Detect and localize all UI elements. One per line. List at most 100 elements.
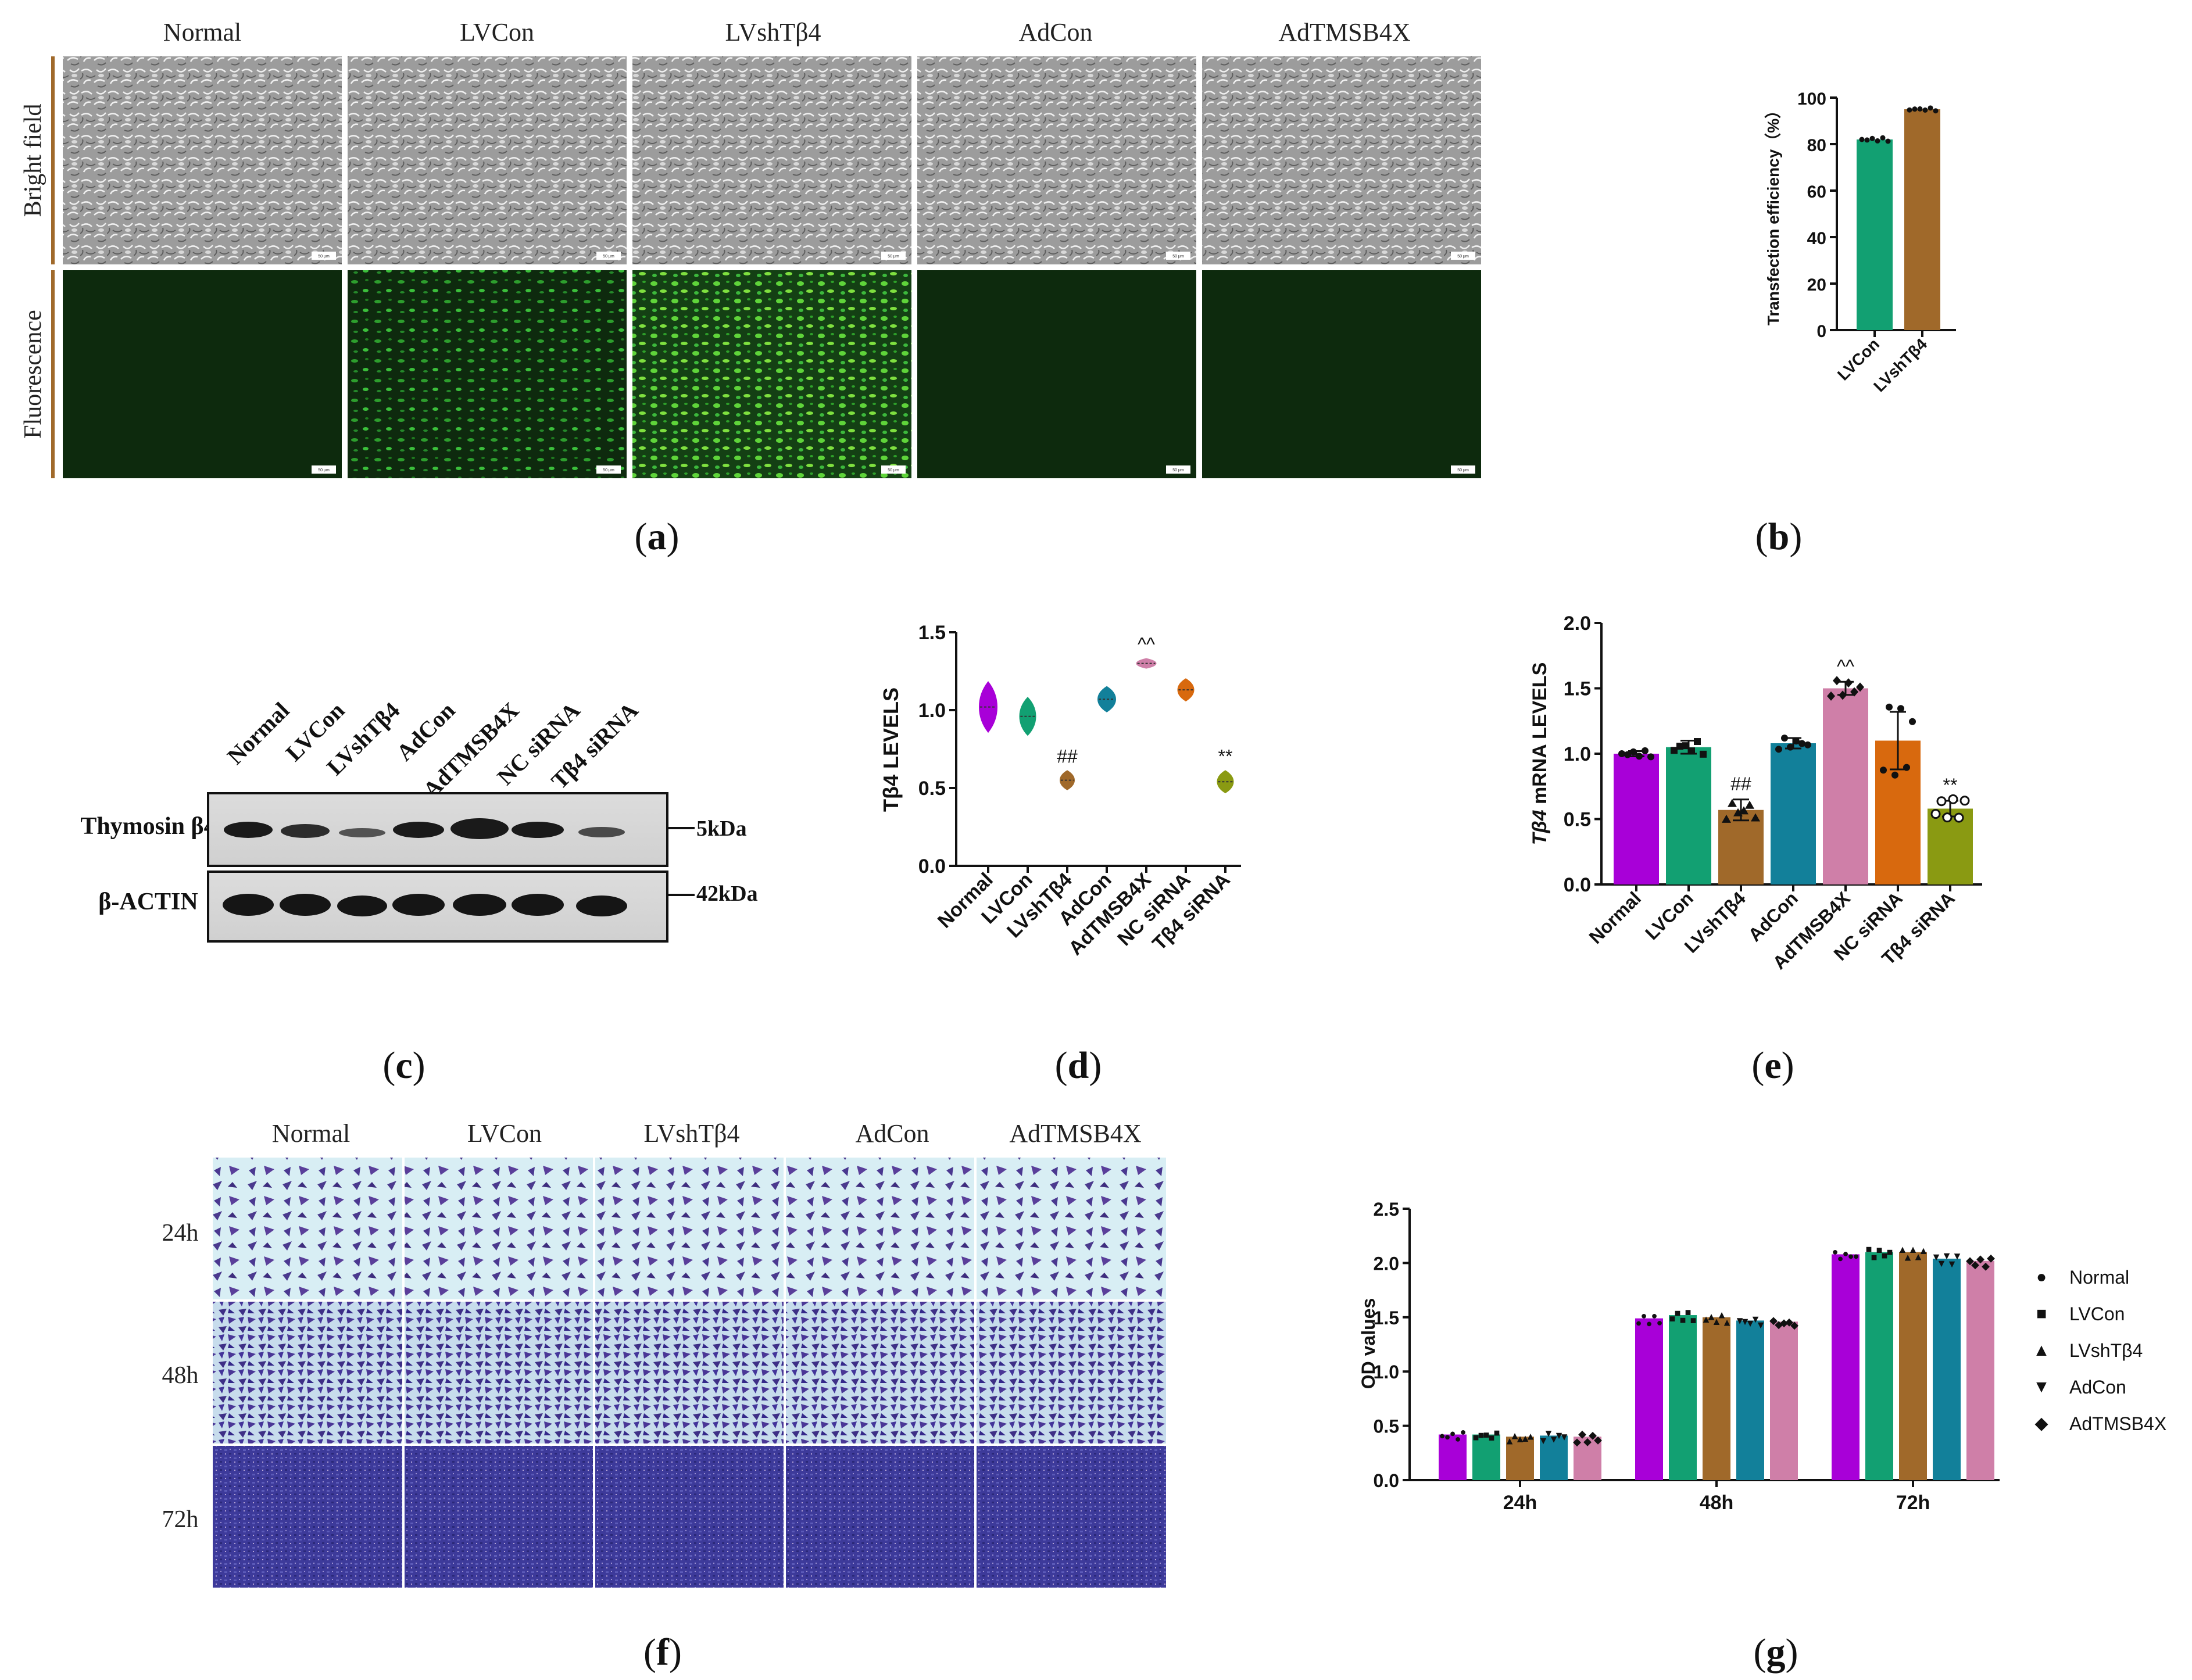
y-tick-label: 40	[1807, 229, 1826, 248]
row-label-bright-field: Bright field	[20, 104, 47, 217]
panel-f-column-headers: Normal LVCon LVshTβ4 AdCon AdTMSB4X	[272, 1119, 1142, 1148]
legend-label: AdTMSB4X	[2069, 1413, 2166, 1434]
data-point	[1624, 751, 1631, 758]
panel-g-letter: g	[1767, 1631, 1786, 1674]
bright-field-image-normal	[63, 56, 342, 264]
panel-e-caption: (e)	[1751, 1044, 1794, 1087]
panel-a-column-headers: Normal LVCon LVshTβ4 AdCon AdTMSB4X	[163, 18, 1411, 46]
panel-f-col-lvcon: LVCon	[467, 1119, 542, 1148]
data-point	[1636, 753, 1643, 760]
panel-a-letter: a	[648, 515, 667, 558]
data-point: ■	[1675, 1308, 1681, 1319]
data-point: ●	[1444, 1431, 1451, 1443]
scale-bar-label: 50 μm	[603, 255, 614, 259]
data-point: ◆	[1987, 1252, 1995, 1264]
violin-nc-sirna	[1177, 678, 1195, 702]
data-point	[1793, 737, 1800, 745]
significance-label: **	[1943, 775, 1958, 796]
panel-f-row-labels: 24h 48h 72h	[162, 1220, 199, 1533]
data-point: ■	[1871, 1251, 1878, 1263]
data-point: ▼	[1947, 1258, 1957, 1270]
band	[337, 895, 387, 916]
data-point: ▲	[1510, 1430, 1520, 1442]
y-tick-label: 0.0	[1374, 1470, 1399, 1491]
band	[453, 894, 506, 916]
y-axis-title: Transfection efficiency（%）	[1764, 102, 1782, 325]
band	[512, 894, 564, 916]
data-point: ■	[1876, 1244, 1883, 1256]
data-point: ▼	[1750, 1313, 1761, 1325]
data-point	[1775, 746, 1782, 753]
bar-adtmsb4x-24h	[1574, 1437, 1601, 1480]
data-point: ▲	[1918, 1245, 1929, 1256]
data-point: ▲	[1515, 1433, 1525, 1445]
data-point	[1930, 809, 1941, 819]
scale-bar-label: 50 μm	[318, 468, 330, 472]
data-point: ▼	[1931, 1251, 1941, 1263]
band	[224, 822, 273, 838]
x-tick-label: Normal	[1585, 887, 1645, 947]
data-point	[1804, 741, 1811, 748]
y-tick-label: 1.0	[918, 700, 946, 722]
significance-label: ##	[1730, 773, 1751, 794]
data-point: ▲	[1701, 1313, 1711, 1325]
panel-e-letter: e	[1764, 1044, 1781, 1087]
data-point	[1700, 750, 1707, 758]
data-point: ●	[1646, 1318, 1653, 1330]
panel-d-letter: d	[1068, 1044, 1089, 1087]
data-point: ◆	[1578, 1428, 1586, 1439]
data-point: ◆	[1589, 1429, 1597, 1441]
panel-c-caption: (c)	[382, 1044, 425, 1087]
data-point	[1909, 718, 1916, 725]
data-point	[1869, 135, 1875, 141]
data-point: ■	[1680, 1314, 1686, 1326]
legend-marker: ▼	[2033, 1377, 2050, 1396]
legend-marker: ■	[2036, 1304, 2047, 1323]
x-tick-label: LVshTβ4	[1870, 335, 1930, 395]
data-point: ▼	[1745, 1317, 1755, 1329]
data-point: ▼	[1554, 1430, 1564, 1441]
band	[393, 822, 444, 838]
data-point	[1928, 105, 1933, 111]
x-tick-label: 24h	[1503, 1492, 1537, 1514]
scale-bar-label: 50 μm	[1457, 255, 1469, 259]
data-point: ■	[1690, 1314, 1697, 1326]
blot-row-label-thymosin: Thymosin β4	[80, 813, 216, 840]
y-axis-title: OD values	[1358, 1298, 1379, 1389]
panel-b-caption: (b)	[1755, 515, 1803, 558]
data-point	[1903, 764, 1910, 771]
significance-label: ^^	[1138, 634, 1155, 655]
y-tick-label: 0.5	[1374, 1416, 1399, 1437]
data-point	[1827, 691, 1835, 701]
data-point: ▼	[1538, 1435, 1549, 1446]
y-tick-label: 0.0	[918, 855, 946, 877]
fluorescence-image-lvcon	[348, 270, 627, 478]
data-point: ▲	[1525, 1431, 1536, 1442]
violin-tβ4-sirna	[1217, 770, 1234, 794]
data-point: ▼	[1952, 1251, 1962, 1262]
data-point: ■	[1489, 1432, 1495, 1443]
band	[578, 827, 625, 837]
fluorescence-image-normal	[63, 270, 342, 478]
scale-bar-label: 50 μm	[318, 255, 330, 259]
data-point	[1642, 747, 1649, 754]
panel-f-col-adcon: AdCon	[855, 1119, 929, 1148]
legend-label: LVCon	[2069, 1303, 2125, 1324]
scale-bar-label: 50 μm	[1457, 468, 1469, 472]
panel-g-caption: (g)	[1754, 1631, 1798, 1674]
blot-actin-bands	[223, 894, 627, 916]
y-tick-label: 1.5	[918, 622, 946, 644]
data-point: ■	[1483, 1429, 1490, 1441]
scale-bar-label: 50 μm	[888, 468, 899, 472]
panel-a-col-adcon: AdCon	[1018, 18, 1092, 46]
scale-bar-label: 50 μm	[1172, 255, 1184, 259]
bar-normal-72h	[1832, 1254, 1860, 1480]
row-label-24h: 24h	[162, 1220, 199, 1246]
bar-adcon-72h	[1933, 1258, 1961, 1480]
y-tick-label: 100	[1797, 89, 1826, 109]
bar-adcon	[1771, 743, 1816, 884]
data-point: ▲	[1717, 1309, 1727, 1321]
panel-c-letter: c	[395, 1044, 412, 1087]
data-point: ◆	[1594, 1434, 1602, 1445]
